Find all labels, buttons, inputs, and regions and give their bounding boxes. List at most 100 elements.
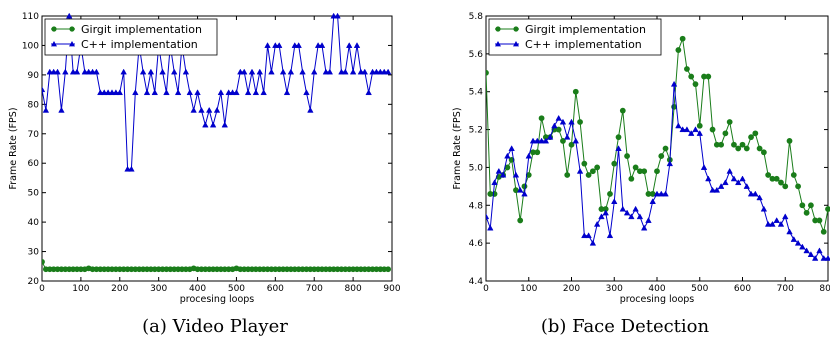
data-point-cpp	[314, 42, 322, 48]
data-point-cpp	[585, 232, 592, 239]
data-point-girgit	[658, 153, 665, 159]
data-point-cpp	[709, 186, 716, 193]
data-point-cpp	[264, 42, 271, 48]
data-point-girgit	[42, 258, 45, 265]
data-point-cpp	[240, 68, 248, 75]
data-point-cpp	[279, 68, 287, 75]
data-point-cpp	[662, 190, 669, 197]
data-point-cpp	[555, 114, 562, 121]
data-point-cpp	[338, 68, 345, 75]
data-point-cpp	[345, 42, 353, 48]
data-point-cpp	[794, 239, 802, 246]
data-point-cpp	[54, 68, 61, 75]
data-point-girgit	[816, 217, 823, 224]
x-tick-label: 300	[606, 284, 623, 294]
data-point-cpp	[564, 133, 571, 140]
data-point-girgit	[735, 145, 742, 152]
data-point-cpp	[735, 179, 742, 186]
data-point-cpp	[272, 42, 279, 48]
data-point-cpp	[322, 68, 330, 75]
data-point-cpp	[361, 68, 369, 75]
y-tick-label: 5.4	[469, 88, 484, 98]
data-point-girgit	[808, 202, 814, 209]
data-point-cpp	[58, 106, 65, 113]
data-point-cpp	[50, 68, 57, 75]
data-point-cpp	[330, 13, 337, 19]
y-tick-label: 5.8	[469, 12, 484, 22]
legend-label-cpp: C++ implementation	[81, 38, 198, 51]
y-tick-label: 80	[28, 100, 40, 110]
data-point-cpp	[93, 68, 100, 75]
data-point-cpp	[89, 68, 96, 75]
x-tick-label: 0	[39, 284, 45, 294]
data-point-cpp	[700, 164, 708, 170]
data-point-cpp	[747, 190, 755, 197]
data-point-cpp	[186, 89, 194, 96]
data-point-cpp	[353, 42, 361, 48]
data-point-cpp	[143, 89, 151, 96]
data-point-cpp	[675, 122, 682, 129]
data-point-girgit	[560, 138, 566, 144]
data-point-cpp	[287, 68, 295, 75]
plot-area	[41, 15, 393, 282]
data-point-girgit	[820, 228, 827, 235]
data-point-cpp	[124, 165, 131, 172]
y-tick-label: 110	[22, 12, 39, 22]
data-point-cpp	[62, 68, 69, 75]
data-point-girgit	[534, 149, 541, 156]
data-point-cpp	[598, 213, 605, 220]
data-point-cpp	[508, 145, 515, 151]
data-point-cpp	[803, 247, 810, 254]
data-point-cpp	[233, 89, 240, 96]
data-point-cpp	[159, 68, 166, 75]
data-point-girgit	[743, 145, 750, 152]
data-point-cpp	[46, 68, 54, 75]
data-point-cpp	[739, 175, 746, 182]
x-tick-label: 400	[648, 284, 665, 294]
data-point-girgit	[675, 47, 682, 53]
data-point-cpp	[623, 209, 631, 216]
data-point-cpp	[139, 68, 147, 75]
data-point-cpp	[205, 106, 213, 113]
data-point-girgit	[564, 172, 571, 178]
legend: Girgit implementation C++ implementation	[44, 18, 218, 56]
data-point-cpp	[318, 42, 326, 48]
x-axis-label: procesing loops	[180, 294, 255, 305]
data-point-cpp	[773, 217, 780, 223]
plot-area	[485, 15, 829, 282]
data-point-girgit	[594, 164, 601, 171]
x-tick-label: 900	[383, 284, 400, 294]
data-point-cpp	[666, 160, 674, 167]
data-point-cpp	[619, 205, 627, 212]
data-point-cpp	[516, 186, 524, 193]
data-point-girgit	[385, 266, 392, 273]
data-point-cpp	[491, 179, 498, 186]
data-point-cpp	[217, 89, 225, 96]
legend-label-girgit: Girgit implementation	[81, 23, 202, 36]
data-point-girgit	[611, 160, 618, 167]
data-point-girgit	[739, 141, 746, 148]
data-point-girgit	[705, 73, 712, 80]
legend: Girgit implementation C++ implementation	[488, 18, 662, 56]
y-tick-label: 60	[28, 159, 40, 169]
data-point-cpp	[310, 68, 318, 75]
data-point-cpp	[42, 86, 46, 93]
data-point-cpp	[692, 126, 699, 133]
data-point-cpp	[807, 251, 815, 257]
data-point-cpp	[373, 68, 380, 75]
data-point-cpp	[611, 198, 618, 204]
caption-face-detection: (b) Face Detection	[540, 316, 710, 337]
data-point-cpp	[256, 68, 264, 75]
data-point-cpp	[551, 122, 558, 129]
data-point-girgit	[577, 119, 583, 125]
data-point-cpp	[303, 89, 310, 96]
data-point-cpp	[606, 232, 614, 239]
legend-marker-triangle	[495, 41, 501, 47]
data-point-girgit	[722, 130, 729, 137]
data-point-girgit	[778, 179, 784, 186]
data-point-cpp	[307, 106, 314, 113]
data-point-girgit	[773, 175, 780, 182]
data-point-cpp	[283, 89, 291, 96]
data-point-cpp	[499, 171, 507, 178]
data-point-cpp	[653, 190, 661, 197]
